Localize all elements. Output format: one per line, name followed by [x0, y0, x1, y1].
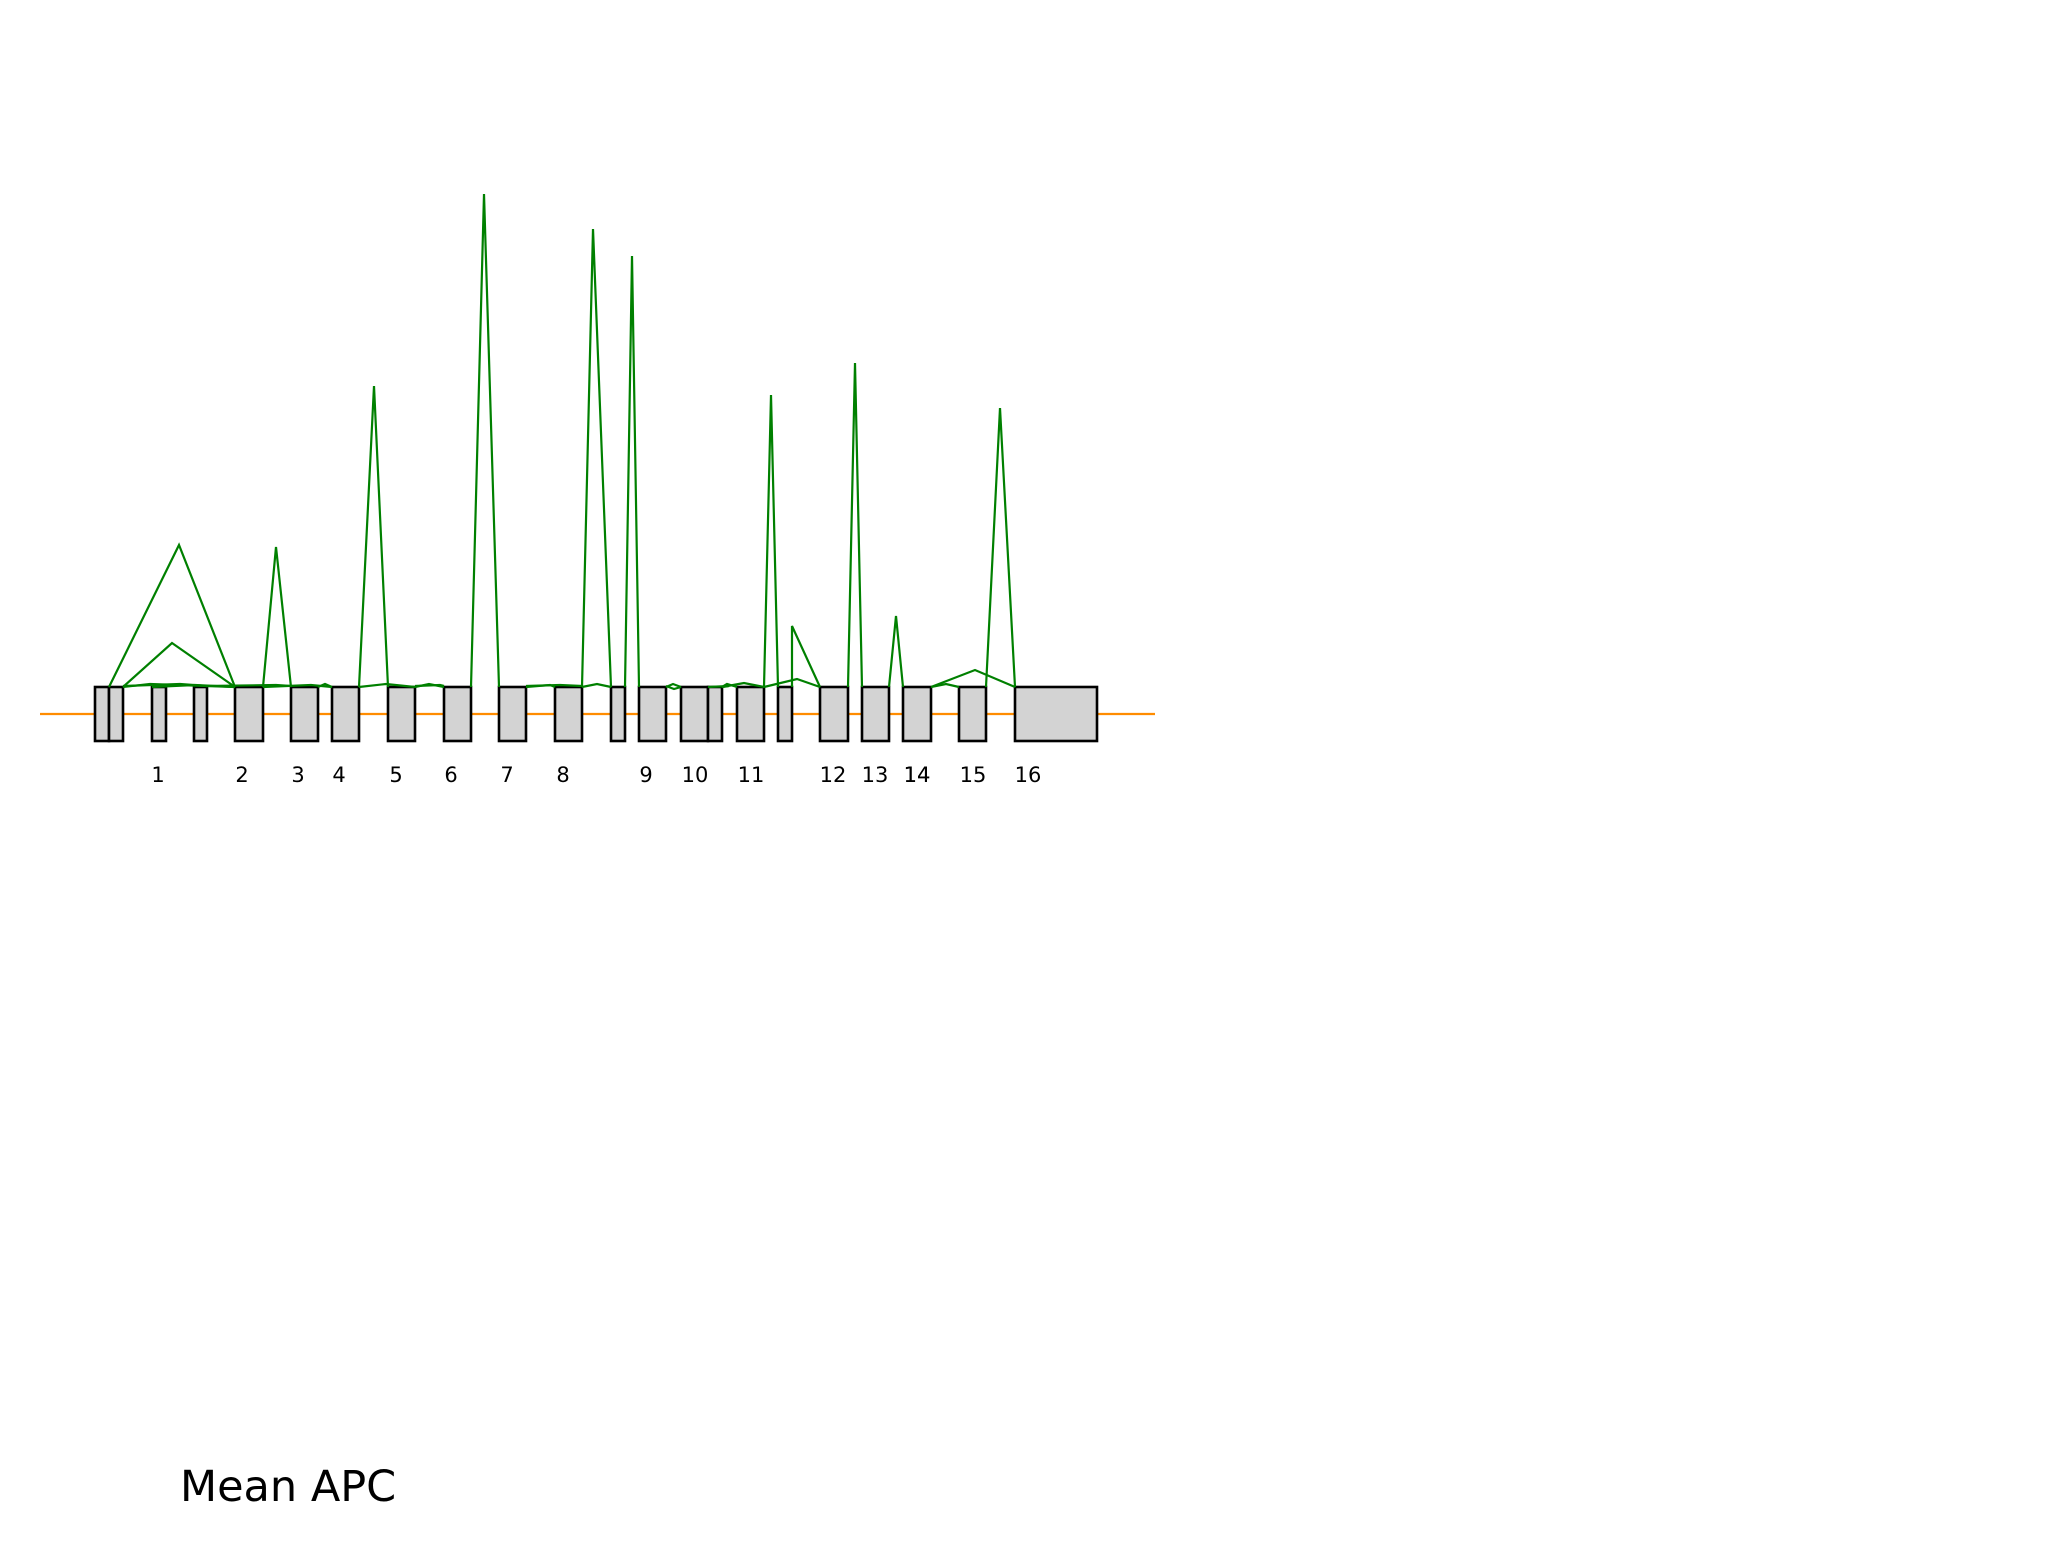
- exon-block: [497, 685, 528, 743]
- junction-arc: [206, 683, 292, 688]
- junction-arc: [581, 682, 612, 689]
- exon-label: 10: [682, 763, 709, 787]
- junction-arc: [887, 615, 905, 688]
- junction-arc: [930, 668, 1016, 689]
- exon-label: 8: [556, 763, 569, 787]
- exon-label: 15: [960, 763, 987, 787]
- exon-blocks: [93, 685, 1099, 743]
- exon-label: 3: [291, 763, 304, 787]
- exon-label: 5: [389, 763, 402, 787]
- exon-block: [107, 685, 125, 743]
- exon-block: [442, 685, 473, 743]
- junction-arc: [414, 683, 445, 688]
- junction-arc: [262, 683, 333, 689]
- junction-arc: [261, 546, 293, 688]
- exon-block: [1013, 685, 1099, 743]
- junction-arc: [122, 641, 236, 688]
- exon-block: [735, 685, 766, 743]
- exon-block: [330, 685, 361, 743]
- junction-arc: [721, 681, 765, 689]
- junction-arc: [762, 394, 780, 688]
- exon-label: 13: [862, 763, 889, 787]
- junction-arc: [665, 684, 682, 691]
- exon-block: [609, 685, 627, 743]
- exon-block: [553, 685, 584, 743]
- junction-arc: [469, 193, 501, 688]
- junction-arc: [846, 362, 864, 688]
- exon-label: 11: [738, 763, 765, 787]
- exon-label: 14: [904, 763, 931, 787]
- junction-arc: [357, 385, 390, 688]
- junction-arc: [790, 625, 821, 688]
- junction-arc: [525, 683, 583, 688]
- exon-block: [289, 685, 320, 743]
- exon-label: 2: [235, 763, 248, 787]
- junction-arc: [763, 677, 821, 689]
- junction-arcs: [108, 193, 1017, 691]
- exon-label: 6: [444, 763, 457, 787]
- exon-label: 14: [904, 763, 931, 787]
- junction-arc: [108, 542, 237, 688]
- exon-block: [901, 685, 933, 743]
- exon-label: 12: [820, 763, 847, 787]
- exon-block: [957, 685, 988, 743]
- exon-block: [860, 685, 891, 743]
- exon-block: [150, 685, 168, 743]
- exon-block: [818, 685, 850, 743]
- exon-block: [637, 685, 668, 743]
- exon-label: 9: [639, 763, 652, 787]
- exon-block: [386, 685, 417, 743]
- exon-block: [233, 685, 265, 743]
- exon-block: [776, 685, 794, 743]
- junction-arc: [580, 228, 613, 688]
- junction-arc: [358, 682, 416, 689]
- exon-block: [192, 685, 209, 743]
- figure-caption: Mean APC: [180, 1462, 397, 1512]
- exon-label: 16: [1015, 763, 1042, 787]
- exon-label: 1: [151, 763, 164, 787]
- junction-arc: [984, 407, 1017, 688]
- exon-block: [93, 685, 111, 743]
- exon-label: 4: [332, 763, 345, 787]
- exon-block: [679, 685, 710, 743]
- junction-arc: [122, 682, 208, 688]
- exon-label: 7: [500, 763, 513, 787]
- exon-block: [706, 685, 724, 743]
- junction-arc: [623, 255, 641, 688]
